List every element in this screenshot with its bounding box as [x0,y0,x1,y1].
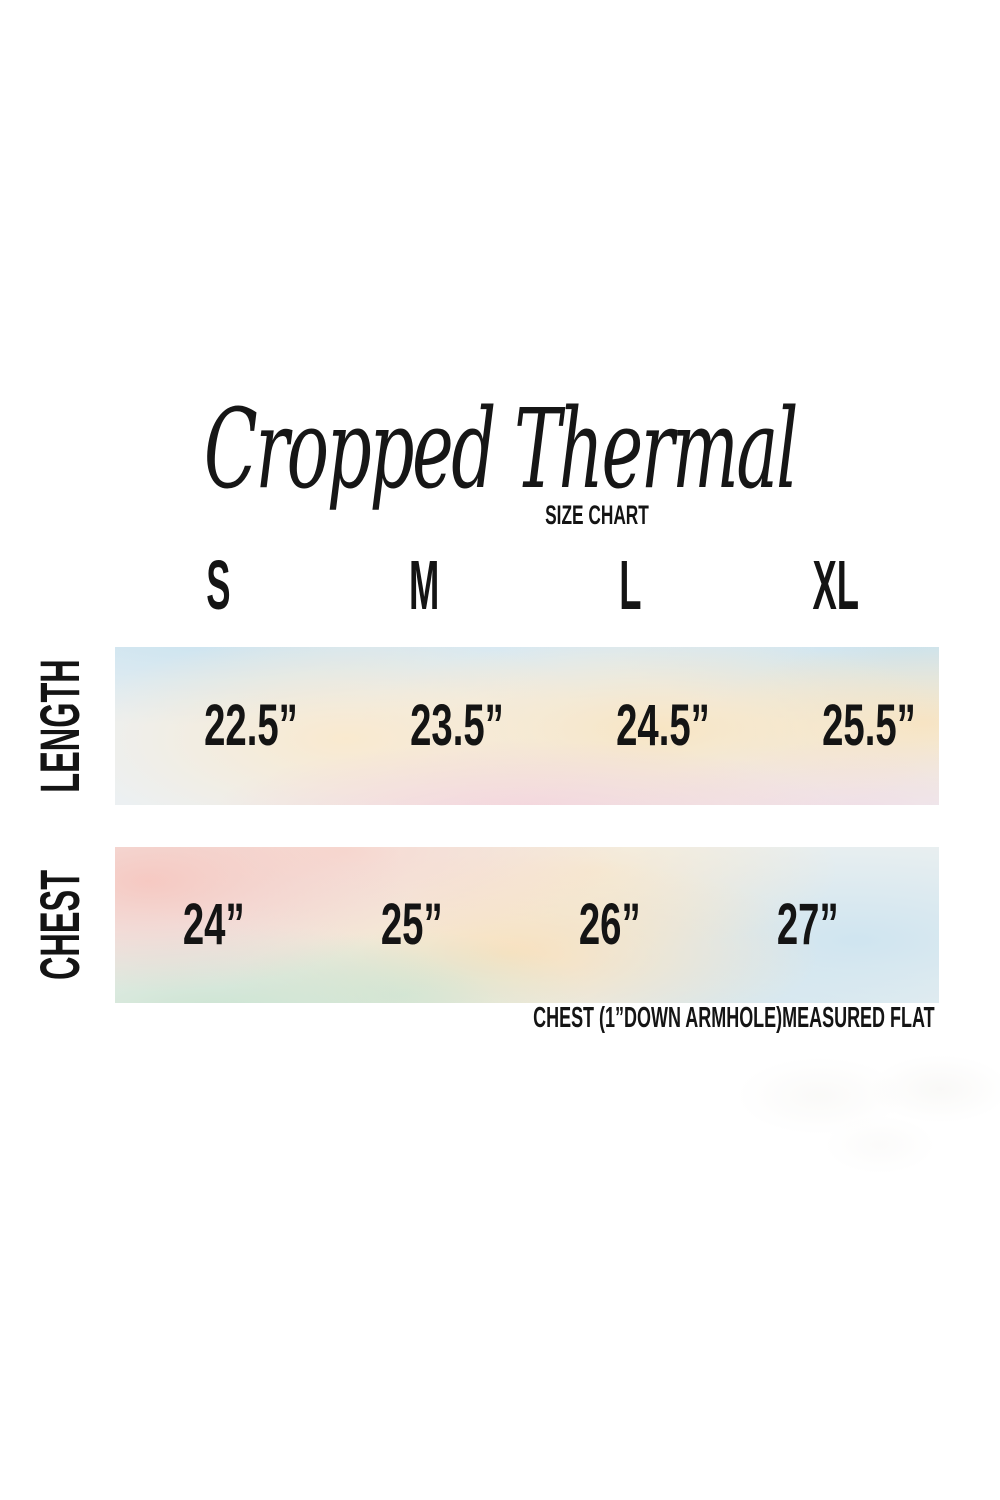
chest-value-s: 24” [183,892,245,957]
measurement-footnote: CHEST (1”DOWN ARMHOLE)MEASURED FLAT [533,1002,935,1034]
row-label-chest: CHEST [28,869,92,981]
paper-smudge [600,1040,1000,1180]
size-header-cell: S [115,548,321,622]
chest-watercolor-band: 24” 25” 26” 27” [115,847,939,1003]
table-cell: 26” [511,847,709,1003]
subtitle-wrap: SIZE CHART [497,502,697,529]
length-value-xl: 25.5” [822,693,916,758]
chest-value-xl: 27” [777,892,839,957]
size-header-m: M [408,546,440,624]
product-title: Cropped Thermal [203,386,799,514]
table-cell: 27” [709,847,907,1003]
row-label-length-wrap: LENGTH [10,647,110,805]
length-values-row: 22.5” 23.5” 24.5” 25.5” [148,647,972,805]
chest-value-l: 26” [579,892,641,957]
length-value-s: 22.5” [204,693,298,758]
table-cell: 22.5” [148,647,354,805]
row-label-length: LENGTH [28,659,91,793]
size-header-row: S M L XL [115,548,939,622]
length-value-l: 24.5” [616,693,710,758]
length-value-m: 23.5” [410,693,504,758]
row-label-chest-wrap: CHEST [10,847,110,1003]
size-header-xl: XL [812,546,860,624]
chest-values-row: 24” 25” 26” 27” [115,847,907,1003]
table-cell: 24” [115,847,313,1003]
size-header-l: L [618,546,642,624]
size-header-cell: L [527,548,733,622]
table-cell: 24.5” [560,647,766,805]
chest-value-m: 25” [381,892,443,957]
table-cell: 23.5” [354,647,560,805]
size-header-cell: M [321,548,527,622]
size-header-cell: XL [733,548,939,622]
size-header-s: S [205,546,231,624]
size-chart-subtitle: SIZE CHART [545,500,649,530]
length-watercolor-band: 22.5” 23.5” 24.5” 25.5” [115,647,939,805]
table-cell: 25” [313,847,511,1003]
table-cell: 25.5” [766,647,972,805]
